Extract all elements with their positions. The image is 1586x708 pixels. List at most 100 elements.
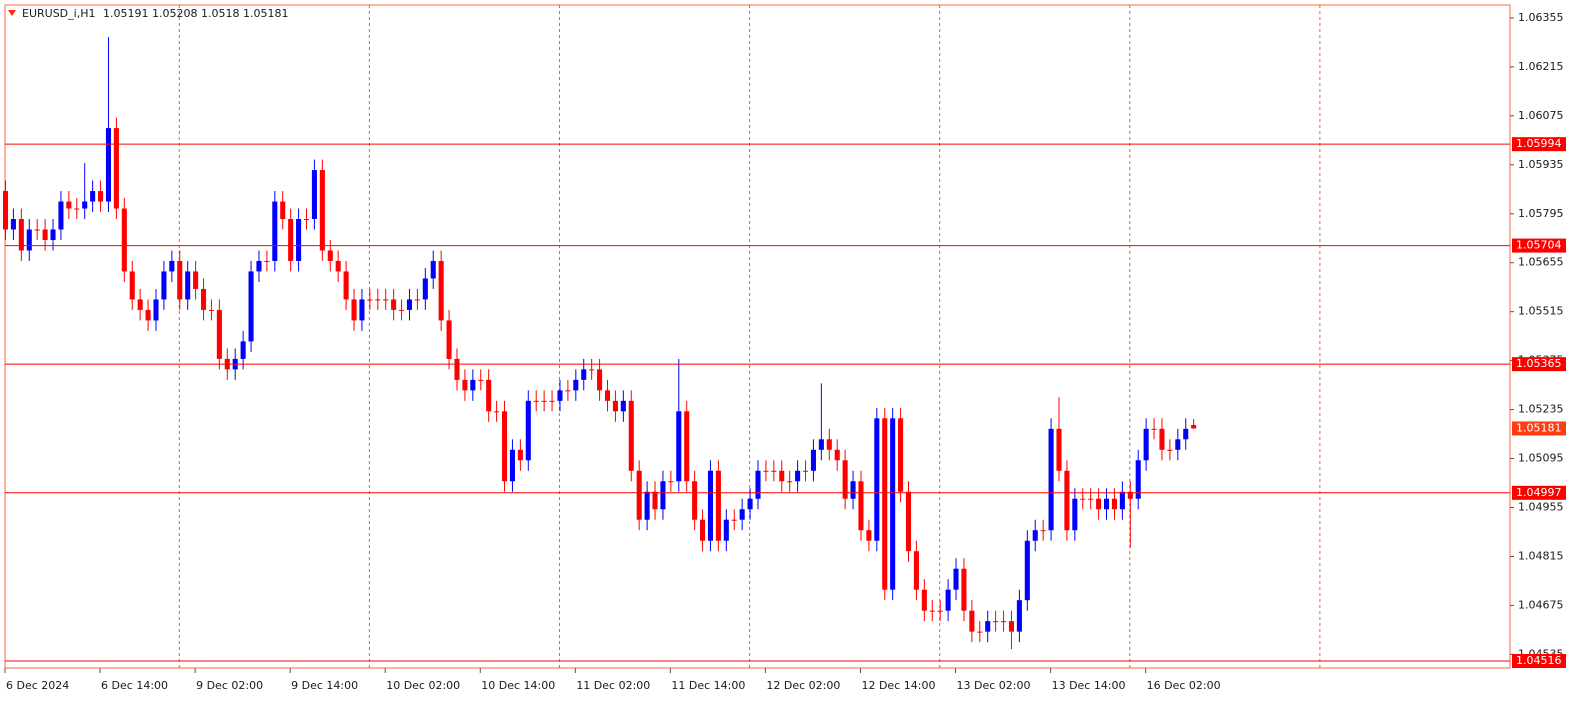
candle-body: [193, 271, 199, 289]
candle-body: [1001, 621, 1007, 623]
candle-body: [478, 379, 484, 381]
candle-body: [961, 568, 967, 611]
candle-body: [715, 470, 721, 541]
candle-body: [153, 299, 159, 321]
y-tick-label: 1.05095: [1518, 452, 1564, 465]
candle-body: [1008, 621, 1015, 632]
candle-body: [240, 341, 246, 359]
candle-body: [842, 460, 848, 499]
level-label: 1.05704: [1516, 239, 1562, 252]
candle-body: [850, 481, 856, 499]
candle-body: [890, 418, 896, 590]
candle-body: [945, 589, 951, 611]
y-tick-label: 1.06355: [1518, 11, 1564, 24]
candle-body: [454, 358, 460, 380]
candle-body: [161, 271, 167, 300]
current-price-box: [1512, 421, 1566, 436]
candle-body: [787, 481, 793, 483]
candle-body: [1056, 428, 1062, 471]
candle-body: [272, 201, 278, 261]
candle-body: [937, 610, 943, 612]
header-high: 1.05208: [152, 7, 198, 20]
candle-body: [1159, 428, 1165, 450]
x-tick-label: 13 Dec 14:00: [1052, 679, 1126, 692]
x-tick-label: 11 Dec 02:00: [576, 679, 650, 692]
y-tick-label: 1.04955: [1518, 500, 1564, 513]
candle-body: [692, 481, 698, 520]
candle-body: [882, 418, 888, 590]
candle-body: [58, 201, 64, 230]
candle-body: [343, 271, 349, 300]
candle-body: [351, 299, 357, 321]
candle-body: [327, 250, 333, 261]
candle-body: [10, 219, 16, 230]
candle-body: [446, 320, 452, 359]
candle-body: [826, 439, 832, 450]
x-tick-label: 9 Dec 02:00: [196, 679, 263, 692]
candle-body: [652, 491, 658, 510]
candle-body: [319, 170, 325, 251]
candle-body: [2, 191, 9, 230]
candle-body: [296, 219, 302, 261]
candle-body: [50, 229, 56, 240]
collapse-icon[interactable]: [8, 10, 16, 16]
level-label: 1.05365: [1516, 357, 1562, 370]
candle-body: [668, 481, 674, 483]
candle-body: [779, 470, 785, 482]
header-open: 1.05191: [103, 7, 149, 20]
candle-body: [1096, 498, 1102, 510]
candle-body: [1151, 428, 1157, 430]
candle-body: [430, 260, 436, 279]
candle-body: [1024, 540, 1030, 601]
candle-body: [145, 309, 151, 321]
candle-body: [438, 260, 444, 321]
candle-body: [1040, 530, 1046, 532]
candle-body: [905, 491, 912, 552]
candle-body: [1080, 498, 1086, 500]
candle-body: [121, 208, 127, 272]
candle-body: [747, 498, 753, 510]
candle-body: [581, 369, 587, 380]
x-tick-label: 6 Dec 14:00: [101, 679, 168, 692]
chart-header: EURUSD_i,H1 1.05191 1.05208 1.0518 1.051…: [22, 7, 288, 20]
candle-body: [858, 481, 864, 531]
candle-body: [42, 229, 48, 240]
candle-body: [533, 400, 539, 402]
candle-body: [422, 278, 428, 300]
x-tick-label: 12 Dec 02:00: [766, 679, 840, 692]
x-tick-label: 16 Dec 02:00: [1147, 679, 1221, 692]
candle-body: [1127, 491, 1133, 499]
candle-body: [375, 299, 381, 301]
candle-body: [700, 519, 706, 541]
candle-body: [549, 400, 555, 402]
candle-body: [755, 470, 761, 499]
x-tick-label: 6 Dec 2024: [6, 679, 69, 692]
level-label: 1.04997: [1516, 486, 1562, 499]
candle-body: [208, 309, 214, 311]
candle-body: [90, 191, 96, 202]
candle-body: [129, 271, 135, 300]
y-tick-label: 1.05655: [1518, 256, 1564, 269]
candle-body: [1103, 498, 1110, 510]
candle-body: [565, 390, 571, 392]
candle-body: [1167, 449, 1173, 451]
candle-body: [795, 470, 801, 482]
candle-body: [557, 390, 563, 401]
candle-body: [1088, 498, 1094, 500]
candle-body: [26, 229, 32, 251]
y-tick-label: 1.05235: [1518, 403, 1564, 416]
candle-body: [763, 470, 769, 472]
candle-body: [280, 201, 286, 220]
candle-body: [723, 519, 729, 541]
candle-body: [1048, 428, 1054, 531]
level-box: [1512, 654, 1566, 669]
candle-body: [383, 299, 389, 301]
candle-body: [288, 219, 294, 261]
candle-body: [739, 509, 745, 520]
candle-body: [541, 400, 547, 402]
candle-body: [256, 260, 262, 272]
y-tick-label: 1.04675: [1518, 598, 1564, 611]
candle-body: [311, 170, 317, 220]
candle-body: [612, 400, 618, 412]
